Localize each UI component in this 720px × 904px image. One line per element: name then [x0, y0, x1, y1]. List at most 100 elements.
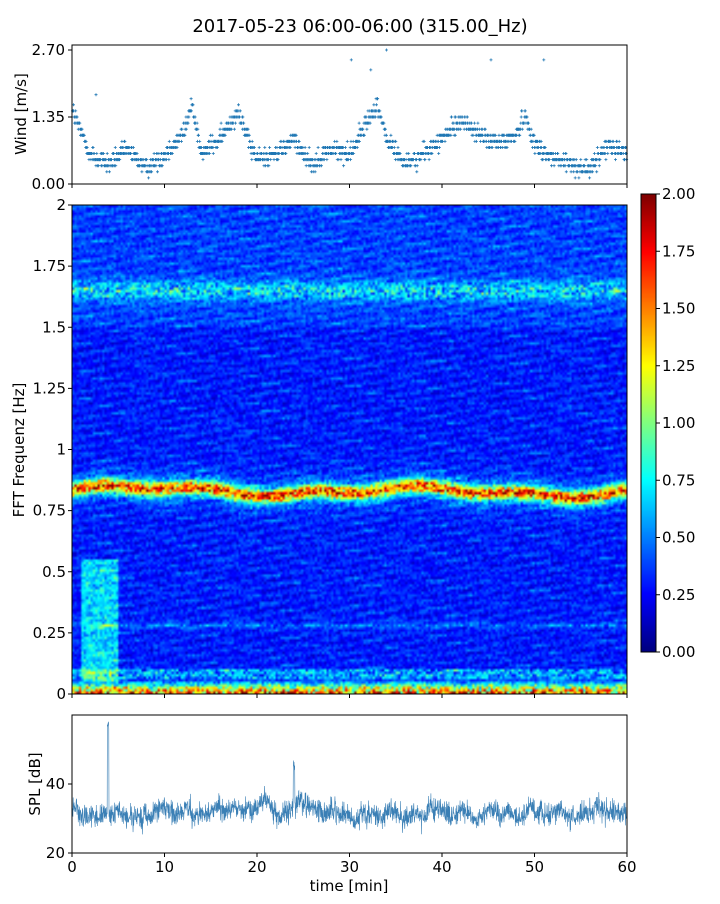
wind-point — [389, 133, 393, 137]
wind-point — [539, 139, 543, 143]
wind-point — [427, 158, 431, 162]
wind-point — [422, 139, 426, 143]
wind-point — [247, 133, 251, 137]
wind-point — [564, 170, 568, 174]
wind-point — [190, 109, 193, 113]
wind-point — [385, 48, 388, 52]
wind-point — [191, 103, 195, 107]
colorbar-ticks: 0.00 0.25 0.50 0.75 1.00 1.25 1.50 1.75 2.00 — [656, 185, 695, 661]
wind-point — [525, 115, 529, 119]
wind-point — [415, 170, 419, 174]
colorbar-tick-label: 0.25 — [662, 586, 695, 604]
wind-y-tick-label: 1.35 — [32, 108, 65, 126]
wind-point — [357, 121, 361, 125]
wind-point — [105, 152, 109, 155]
wind-point — [595, 146, 599, 149]
spectrogram-y-tick-label: 0.25 — [33, 624, 66, 642]
spl-x-label: time [min] — [310, 877, 389, 895]
spl-y-tick-label: 20 — [46, 844, 65, 862]
wind-point — [361, 127, 365, 131]
wind-point — [459, 127, 462, 131]
wind-y-tick-label: 2.70 — [32, 41, 65, 59]
spectrogram-y-tick-label: 1.75 — [33, 257, 66, 275]
wind-point — [257, 146, 261, 149]
colorbar-tick-label: 0.50 — [662, 529, 695, 547]
wind-point — [211, 146, 215, 149]
wind-point — [198, 139, 202, 143]
wind-point — [497, 133, 501, 137]
wind-point — [269, 158, 273, 162]
wind-point — [527, 121, 531, 125]
wind-point — [541, 158, 545, 162]
spl-x-tick-label: 50 — [525, 858, 544, 876]
wind-point — [183, 133, 187, 137]
colorbar-tick-label: 1.25 — [662, 357, 695, 375]
wind-point — [532, 133, 536, 137]
wind-point — [263, 146, 267, 149]
wind-point — [74, 109, 78, 113]
wind-point — [201, 158, 205, 162]
wind-point — [474, 139, 478, 143]
wind-point — [95, 152, 99, 155]
wind-point — [267, 164, 271, 168]
wind-point — [415, 164, 419, 168]
spectrogram-y-tick-label: 0.5 — [42, 563, 66, 581]
wind-point — [505, 146, 509, 149]
wind-point — [604, 158, 608, 162]
wind-point — [307, 146, 311, 149]
wind-point — [396, 146, 400, 149]
wind-point — [430, 152, 434, 155]
wind-point — [372, 103, 376, 107]
spectrogram-y-label: FFT Frequenz [Hz] — [10, 383, 28, 518]
spectrogram-heatmap — [72, 205, 627, 694]
wind-point — [547, 158, 551, 162]
wind-point — [523, 109, 527, 113]
spl-x-tick-label: 10 — [155, 858, 174, 876]
wind-point — [156, 170, 159, 174]
wind-point — [167, 158, 171, 162]
wind-point — [348, 146, 352, 149]
wind-point — [518, 133, 522, 137]
wind-point — [85, 146, 89, 149]
wind-point — [552, 164, 556, 168]
wind-point — [294, 133, 298, 137]
wind-point — [398, 152, 402, 155]
spl-y-tick-label: 40 — [46, 775, 65, 793]
wind-y-label: Wind [m/s] — [12, 73, 30, 155]
wind-point — [152, 152, 156, 155]
wind-point — [288, 146, 292, 149]
wind-point — [118, 158, 122, 162]
wind-point — [449, 133, 453, 137]
wind-point — [196, 127, 200, 131]
wind-point — [220, 139, 224, 143]
wind-point — [114, 164, 118, 168]
spl-x-tick-label: 60 — [617, 858, 636, 876]
wind-point — [476, 121, 480, 125]
wind-point — [573, 176, 577, 180]
wind-point — [170, 152, 174, 155]
wind-point — [494, 133, 498, 137]
colorbar-tick-label: 0.75 — [662, 471, 695, 489]
figure-title: 2017-05-23 06:00-06:00 (315.00_Hz) — [192, 16, 527, 37]
wind-y-ticks: 0.00 1.35 2.70 — [32, 41, 628, 193]
wind-point — [75, 115, 79, 119]
wind-point — [238, 115, 242, 119]
spl-x-tick-label: 40 — [432, 858, 451, 876]
wind-point — [276, 158, 280, 162]
wind-point — [349, 158, 353, 162]
wind-panel: 0.00 1.35 2.70 Wind [m/s] — [12, 41, 629, 193]
wind-point — [617, 139, 621, 143]
wind-point — [102, 152, 105, 155]
wind-point — [215, 146, 219, 149]
wind-point — [241, 115, 245, 119]
wind-point — [533, 152, 537, 155]
wind-point — [110, 158, 114, 162]
spectrogram-panel: 0 0.25 0.5 0.75 1 1.25 1.5 1.75 2 FFT Frequenz [… — [10, 196, 628, 703]
spl-line — [71, 721, 627, 835]
wind-point — [335, 139, 339, 143]
wind-point — [184, 127, 188, 131]
wind-point — [175, 146, 179, 149]
colorbar: 0.00 0.25 0.50 0.75 1.00 1.25 1.50 1.75 2.00 — [640, 185, 695, 661]
wind-point — [345, 139, 349, 143]
